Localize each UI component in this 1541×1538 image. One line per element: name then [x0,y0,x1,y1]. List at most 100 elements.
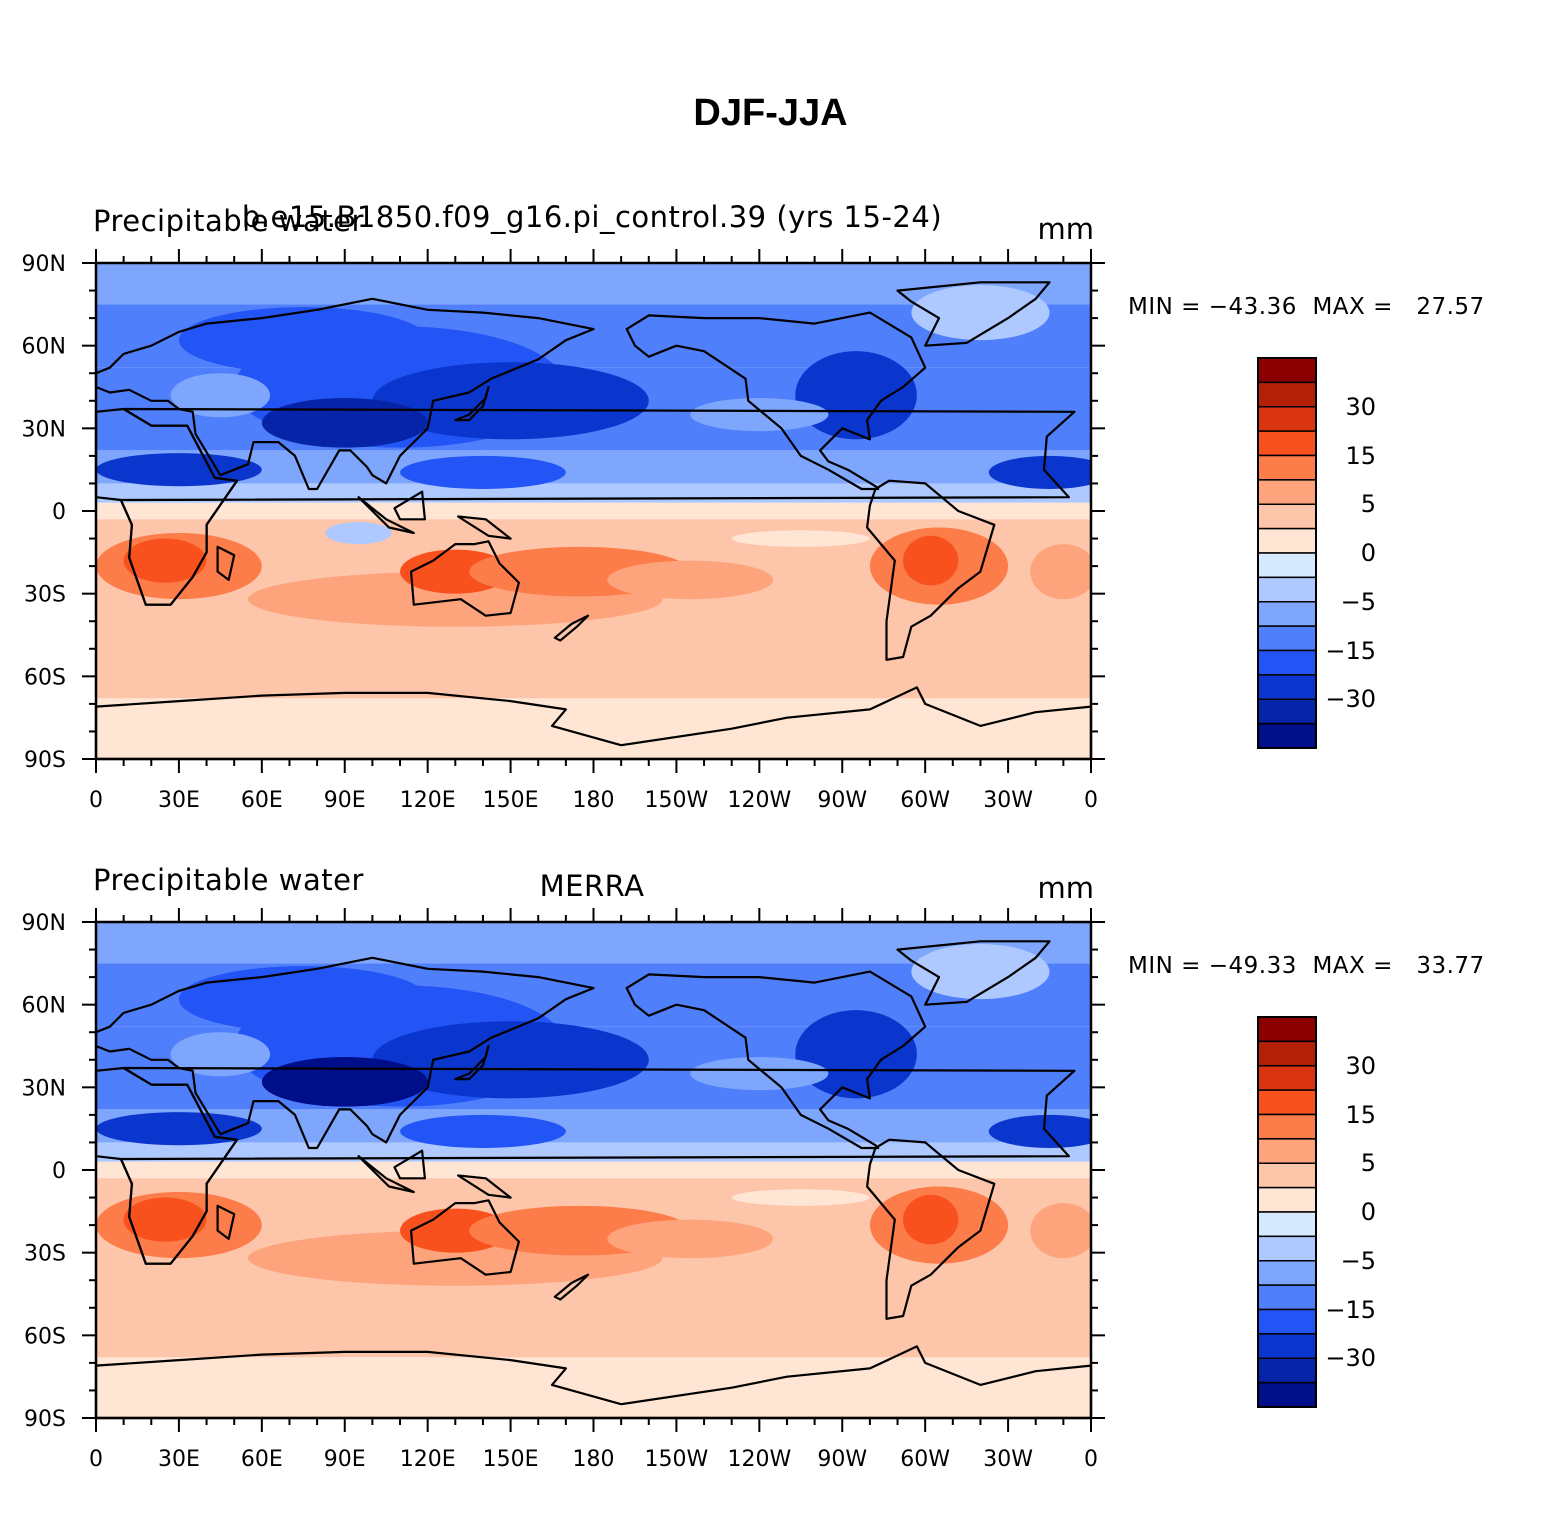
field-band [96,1109,1091,1143]
africa-coast [94,1066,239,1265]
madagascar-coast [216,545,236,581]
greenland-coast [896,940,1051,1006]
field-blob [261,398,428,448]
figure-title: DJF-JJA [693,92,848,134]
field-blob [123,1197,207,1242]
coastlines [94,281,1093,761]
borneo-coast [393,1149,426,1180]
x-tick-label: 30W [983,788,1033,813]
x-tick-label: 150W [645,1447,709,1472]
field-blob [911,285,1050,341]
colorbar-label: −15 [1325,636,1376,665]
x-tick-label: 30E [158,1447,200,1472]
colorbar-swatch [1257,357,1317,384]
field-blob [178,307,428,374]
colorbar-swatch [1257,1016,1317,1043]
field-band [96,635,1091,699]
indonesia-coast [357,496,415,535]
panel-center-title: MERRA [539,869,645,903]
x-tick-label: 120E [400,1447,456,1472]
colorbar-label: −30 [1325,1344,1376,1373]
field-blob [731,1189,870,1206]
field-blob [903,535,959,586]
field-blob [988,1114,1091,1148]
field-band [96,502,1091,520]
colorbar-swatch [1257,1040,1317,1067]
y-tick-label: 90N [22,911,66,936]
colorbar-swatch [1257,454,1317,481]
greenland-coast [896,281,1051,347]
field-blob [690,398,829,432]
field-blob [795,351,917,440]
field-band [96,450,1091,484]
field-blob [903,1194,959,1245]
field-blob [607,1219,774,1259]
north-america-coast [625,311,927,491]
map-plot: 90N 60N 30N 0 30S 60S 90S 0 30E 60E 90E 120E 150E 180… [22,249,1317,813]
colorbar-label: −30 [1325,685,1376,714]
colorbar-frame [1257,1016,1317,1408]
axis-ticks [82,249,1105,773]
field-blob [325,522,392,545]
field-blob [170,373,271,418]
field-blob [178,966,428,1033]
precip-field [96,922,1091,1418]
new-zealand-coast [553,614,590,642]
obs-panel: 90N 60N 30N 0 30S 60S 90S 0 30E 60E 90E 120E 150E 180… [0,851,1541,1511]
x-tick-label: 150E [483,1447,539,1472]
y-tick-label: 30N [22,1076,66,1101]
colorbar-label: 15 [1345,441,1376,470]
field-blob [400,455,566,489]
y-tick-label: 60S [24,1324,66,1349]
colorbar-label: 0 [1360,1198,1376,1226]
x-tick-label: 60W [900,788,950,813]
coastlines [94,940,1093,1420]
x-tick-label: 0 [89,788,103,813]
map-plot: 90N 60N 30N 0 30S 60S 90S 0 30E 60E 90E 120E 150E 180… [22,908,1317,1472]
field-blob [372,1021,649,1099]
y-tick-label: 0 [52,500,66,525]
x-tick-label: 90E [324,1447,366,1472]
x-tick-label: 90W [817,1447,867,1472]
field-blob [261,1057,428,1107]
y-tick-label: 30S [24,1242,66,1267]
australia-coast [410,1199,520,1276]
new-guinea-coast [457,515,512,540]
x-tick-label: 180 [573,1447,615,1472]
eurasia-coast [94,297,595,491]
field-blob [607,560,774,600]
colorbar-swatch [1257,1381,1317,1408]
field-blob [1030,1203,1091,1259]
field-band [96,698,1091,759]
x-tick-label: 0 [89,1447,103,1472]
colorbar-swatch [1257,1308,1317,1335]
eurasia-coast [94,956,595,1150]
japan-coast [454,385,490,422]
colorbar-swatch [1257,722,1317,749]
north-america-coast [625,970,927,1150]
colorbar-label: 30 [1345,1051,1376,1080]
colorbar-frame [1257,357,1317,749]
antarctica-coast [94,1345,1093,1420]
colorbar-label: 30 [1345,392,1376,421]
y-tick-label: 0 [52,1159,66,1184]
field-blob [400,1114,566,1148]
colorbar-label: 5 [1360,1149,1376,1178]
new-guinea-coast [457,1174,512,1199]
indonesia-coast [357,1155,415,1194]
y-tick-label: 90S [24,748,66,773]
field-blob [795,1010,917,1099]
x-tick-label: 150E [483,788,539,813]
precip-field [96,263,1091,759]
field-blob [988,455,1091,489]
model-panel: 90N 60N 30N 0 30S 60S 90S 0 30E 60E 90E 120E 150E 180… [0,192,1541,852]
min-max-readout: MIN = −43.36 MAX = 27.57 [1128,294,1485,320]
colorbar [1257,357,1317,749]
colorbar-label: 5 [1360,490,1376,519]
y-tick-label: 30S [24,583,66,608]
field-blob [170,1032,271,1077]
colorbar-label: −5 [1340,1246,1376,1275]
x-tick-label: 120E [400,788,456,813]
field-blob [372,362,649,440]
colorbar-swatch [1257,576,1317,603]
